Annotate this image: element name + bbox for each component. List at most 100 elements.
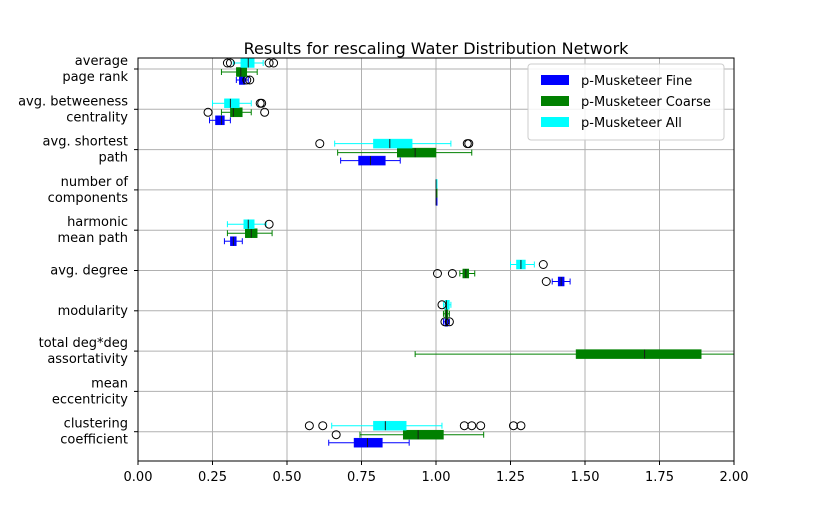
flier-point (464, 139, 474, 149)
box-iqr (575, 349, 702, 359)
box-p-musketeer-all (226, 219, 274, 229)
flier-point (444, 317, 454, 327)
box-iqr (230, 107, 243, 118)
box-p-musketeer-fine (435, 196, 438, 206)
box-iqr (373, 138, 413, 149)
box-iqr (243, 219, 255, 229)
y-tick-label: number of (61, 175, 129, 190)
flier-point (508, 421, 518, 431)
x-tick-label: 0.25 (198, 470, 227, 485)
y-tick-label: total deg*deg (39, 336, 128, 351)
box-p-musketeer-fine (340, 155, 401, 166)
box-p-musketeer-all (510, 259, 548, 270)
box-iqr (240, 58, 255, 68)
box-p-musketeer-coarse (331, 429, 485, 440)
box-p-musketeer-coarse (432, 268, 476, 279)
y-tick-label: mean path (57, 231, 128, 246)
flier-point (516, 421, 526, 431)
y-tick-label: centrality (66, 110, 128, 125)
flier-point (203, 107, 213, 117)
flier-point (260, 107, 270, 117)
y-tick-label: path (98, 151, 128, 166)
y-tick-label: eccentricity (52, 392, 128, 407)
flier-point (432, 269, 442, 278)
box-p-musketeer-coarse (337, 147, 473, 158)
box-p-musketeer-all (304, 420, 526, 431)
box-iqr (397, 147, 437, 158)
flier-point (264, 219, 274, 229)
legend-label: p-Musketeer Fine (581, 74, 692, 89)
y-tick-label: harmonic (67, 215, 128, 230)
box-p-musketeer-all (212, 98, 267, 109)
box-iqr (358, 155, 386, 166)
y-tick-label: components (48, 191, 129, 206)
box-p-musketeer-all (222, 58, 279, 68)
flier-point (225, 58, 235, 68)
flier-point (538, 260, 548, 269)
y-tick-label: coefficient (60, 433, 128, 448)
flier-point (257, 98, 267, 108)
x-tick-label: 1.00 (422, 470, 451, 485)
box-p-musketeer-all (435, 179, 438, 189)
x-tick-label: 1.25 (496, 470, 525, 485)
box-p-musketeer-all (437, 300, 452, 310)
box-p-musketeer-fine (235, 75, 255, 85)
flier-point (447, 269, 457, 278)
flier-point (476, 421, 486, 431)
y-tick-label: avg. shortest (43, 135, 128, 150)
legend-frame (527, 63, 725, 141)
legend-swatch (541, 117, 569, 127)
box-p-musketeer-fine (328, 437, 410, 448)
box-p-musketeer-coarse (203, 107, 270, 118)
box-iqr (236, 67, 248, 77)
flier-point (437, 300, 447, 310)
x-axis: 0.00 0.25 0.50 0.75 1.00 1.25 1.50 1.75 2.00 (124, 461, 749, 485)
y-tick-label: clustering (64, 417, 128, 432)
legend-label: p-Musketeer All (581, 116, 682, 131)
x-tick-label: 0.50 (273, 470, 302, 485)
box-p-musketeer-fine (541, 276, 571, 287)
flier-point (245, 75, 255, 85)
flier-point (541, 277, 551, 286)
flier-point (459, 421, 469, 431)
box-iqr (373, 420, 407, 431)
box-iqr (353, 437, 383, 448)
y-tick-label: modularity (58, 304, 129, 319)
flier-point (222, 58, 232, 68)
legend-swatch (541, 75, 569, 85)
legend-swatch (541, 96, 569, 106)
x-tick-label: 1.75 (645, 470, 674, 485)
x-tick-label: 0.00 (124, 470, 153, 485)
box-series (203, 58, 734, 448)
box-p-musketeer-coarse (435, 188, 438, 198)
x-tick-label: 0.75 (347, 470, 376, 485)
flier-point (269, 58, 279, 68)
box-p-musketeer-fine (440, 317, 454, 327)
x-tick-label: 2.00 (720, 470, 749, 485)
y-tick-label: mean (91, 376, 128, 391)
flier-point (467, 421, 477, 431)
legend-label: p-Musketeer Coarse (581, 95, 711, 110)
box-p-musketeer-fine (223, 236, 243, 246)
y-tick-label: avg. degree (50, 264, 128, 279)
box-p-musketeer-fine (209, 115, 231, 126)
flier-point (318, 421, 328, 431)
y-tick-label: average (75, 54, 128, 69)
x-tick-label: 1.50 (571, 470, 600, 485)
box-p-musketeer-coarse (226, 228, 273, 238)
chart-title: Results for rescaling Water Distribution… (244, 39, 630, 58)
legend: p-Musketeer Fine p-Musketeer Coarse p-Musk… (527, 63, 725, 141)
flier-point (264, 58, 274, 68)
flier-point (331, 430, 341, 440)
box-p-musketeer-coarse (442, 309, 450, 319)
box-iqr (224, 98, 240, 109)
box-p-musketeer-coarse (414, 349, 734, 359)
box-iqr (215, 115, 225, 126)
box-p-musketeer-all (315, 138, 474, 149)
flier-point (315, 139, 325, 149)
flier-point (304, 421, 314, 431)
box-iqr (402, 429, 444, 440)
y-tick-label: page rank (62, 70, 128, 85)
